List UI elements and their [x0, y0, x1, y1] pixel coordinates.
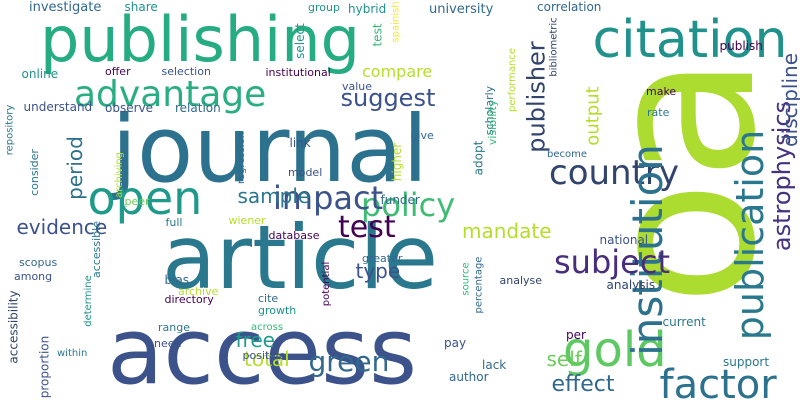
word-group: group — [308, 0, 340, 14]
word-policy: policy — [361, 186, 456, 224]
word-analysis: analysis — [606, 278, 656, 292]
word-peer: peer — [124, 194, 150, 208]
word-author: author — [449, 370, 489, 384]
word-discipline: discipline — [778, 52, 800, 148]
word-become: become — [547, 149, 588, 160]
word-test: test — [338, 210, 396, 245]
word-scopus: scopus — [19, 255, 58, 269]
word-consider: consider — [27, 148, 41, 196]
word-gold: gold — [563, 322, 667, 378]
word-greater: greater — [362, 251, 403, 265]
word-select: select — [292, 23, 307, 59]
word-university: university — [429, 1, 494, 17]
word-investigate: investigate — [29, 0, 102, 15]
word-country: country — [549, 153, 680, 193]
word-rate: rate — [647, 105, 670, 119]
word-advantage: advantage — [74, 74, 267, 115]
word-visibility: visibility — [485, 99, 499, 145]
word-full: full — [165, 215, 183, 229]
word-publisher: publisher — [522, 41, 551, 153]
word-within: within — [57, 348, 88, 359]
word-impact: impact — [273, 179, 384, 217]
word-publication: publication — [728, 129, 773, 341]
word-link: link — [289, 136, 311, 150]
word-source: source — [460, 262, 472, 296]
word-article: article — [162, 206, 439, 309]
word-relation: relation — [175, 101, 221, 115]
word-spainish: spainish — [390, 1, 402, 43]
word-self: self — [546, 347, 582, 371]
word-national: national — [599, 233, 649, 247]
word-share: share — [124, 0, 158, 14]
word-journal: journal — [111, 96, 429, 203]
word-across: across — [251, 322, 284, 333]
word-support: support — [723, 355, 770, 369]
word-bibliometric: bibliometric — [548, 17, 560, 77]
word-selection: selection — [161, 64, 211, 78]
word-online: online — [21, 67, 59, 81]
word-proportion: proportion — [36, 335, 51, 399]
word-cite: cite — [258, 291, 279, 305]
word-value: value — [342, 79, 373, 93]
word-percentage: percentage — [472, 256, 484, 314]
word-green: green — [308, 345, 390, 378]
word-accessibility: accessibility — [6, 290, 21, 364]
word-access: access — [107, 298, 418, 400]
word-compare: compare — [362, 62, 433, 81]
word-type: type — [355, 259, 401, 283]
word-positive: positive — [242, 348, 286, 362]
word-offer: offer — [105, 64, 131, 78]
word-current: current — [662, 315, 706, 329]
word-archiving: archiving — [114, 151, 126, 199]
word-regression: regression — [236, 131, 248, 185]
word-mandate: mandate — [462, 219, 552, 243]
word-repository: repository — [3, 104, 15, 156]
word-period: period — [62, 136, 87, 200]
word-suggest: suggest — [340, 84, 436, 112]
word-need: need — [154, 336, 182, 350]
word-give: give — [410, 128, 434, 142]
word-analyse: analyse — [499, 273, 543, 287]
word-higher: higher — [390, 142, 405, 182]
word-among: among — [14, 269, 53, 283]
word-pay: pay — [444, 336, 467, 350]
word-funder: funder — [380, 193, 420, 207]
word-citation: citation — [592, 10, 788, 70]
word-growth: growth — [258, 303, 297, 317]
word-directory: directory — [164, 292, 214, 306]
word-database: database — [268, 228, 320, 242]
word-wiener: wiener — [228, 213, 266, 227]
word-bias: bias — [164, 273, 190, 287]
word-adopt: adopt — [470, 140, 485, 176]
word-total: total — [244, 347, 290, 371]
word-test: test — [370, 23, 385, 47]
word-correlation: correlation — [537, 0, 602, 14]
word-accessible: accessible — [89, 220, 103, 278]
word-per: per — [566, 328, 586, 342]
word-lack: lack — [482, 358, 507, 372]
word-evidence: evidence — [16, 215, 108, 239]
word-range: range — [158, 320, 190, 334]
word-free: free — [235, 328, 275, 352]
word-output: output — [582, 86, 604, 146]
word-potential: potential — [321, 261, 333, 307]
word-factor: factor — [659, 362, 777, 400]
word-open: open — [87, 171, 203, 225]
word-understand: understand — [23, 100, 93, 114]
word-model: model — [288, 165, 323, 179]
word-determine: determine — [82, 275, 94, 327]
word-hybrid: hybrid — [348, 2, 387, 16]
word-effect: effect — [551, 372, 615, 397]
word-archive: archive — [178, 284, 219, 298]
word-performance: performance — [507, 47, 519, 113]
word-observe: observe — [105, 101, 154, 115]
word-sample: sample — [237, 184, 311, 208]
word-make: make — [646, 84, 677, 98]
word-institutional: institutional — [265, 65, 331, 79]
word-subject: subject — [554, 243, 670, 281]
word-publishing: publishing — [40, 3, 360, 76]
word-publish: publish — [719, 39, 763, 53]
